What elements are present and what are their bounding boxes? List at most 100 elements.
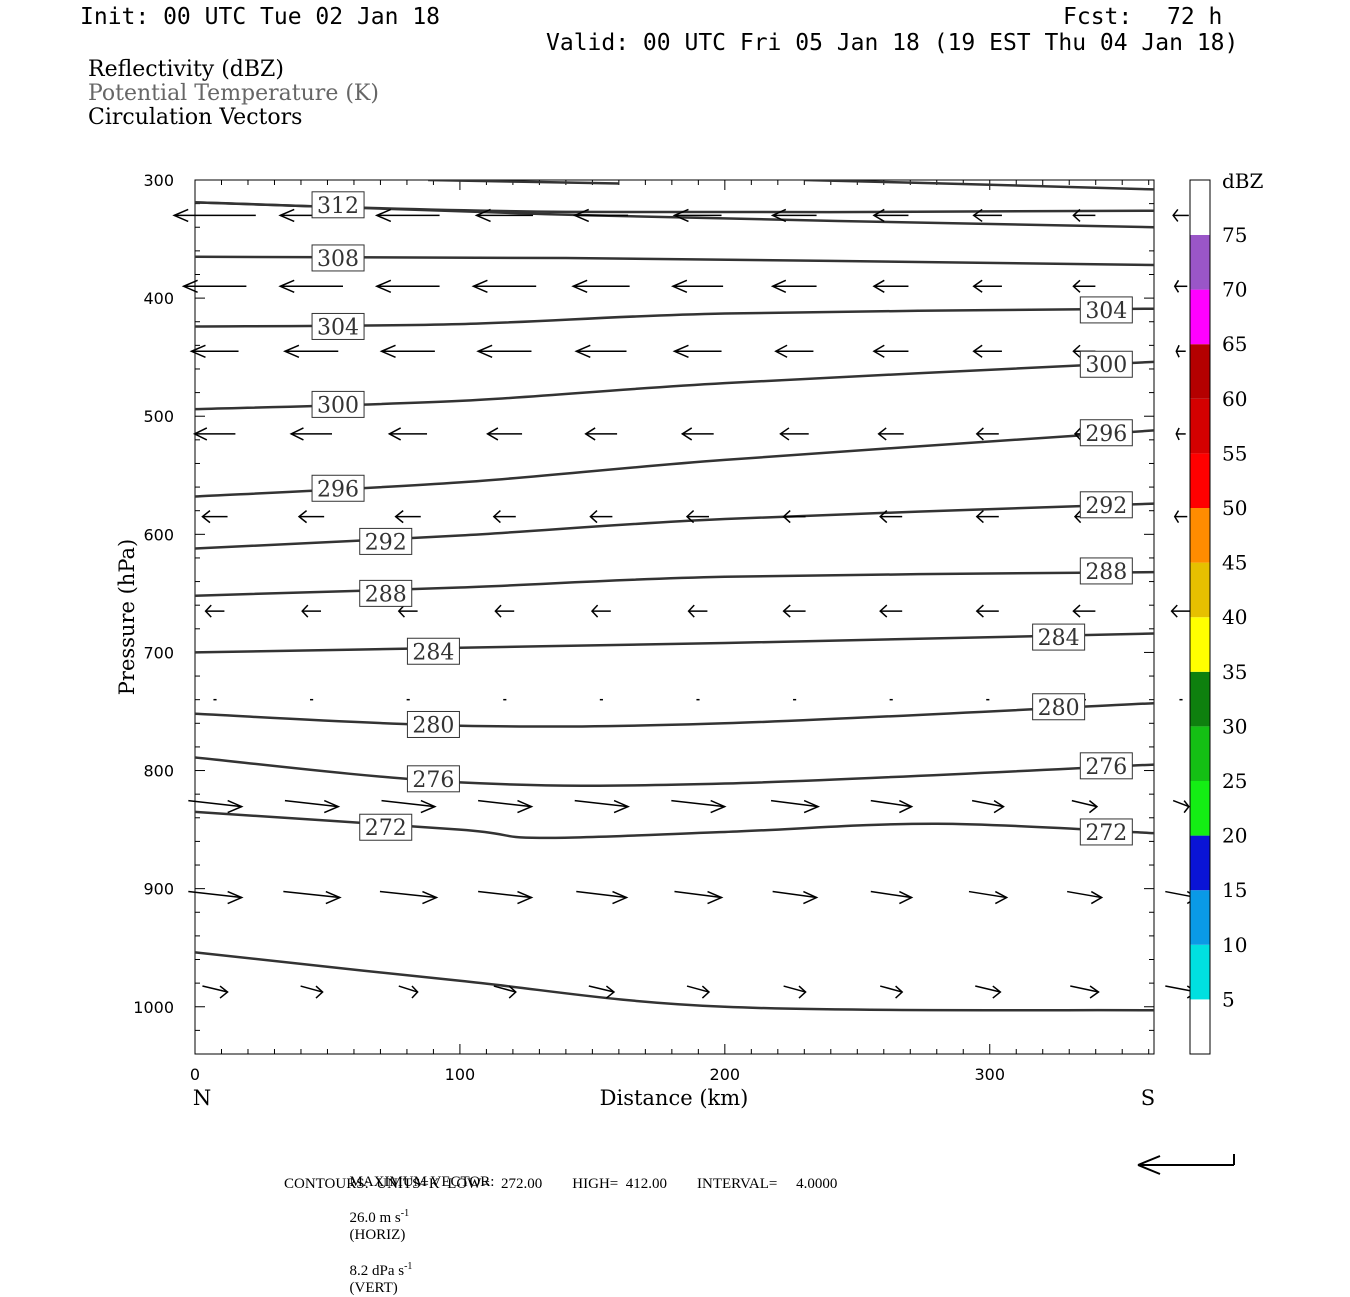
wind-vector-head xyxy=(975,604,984,618)
colorbar-label: 45 xyxy=(1222,551,1247,575)
y-tick-label: 300 xyxy=(143,171,174,190)
wind-vector xyxy=(188,890,242,899)
wind-vector-head xyxy=(899,890,914,905)
wind-vector-head xyxy=(672,208,689,223)
wind-vector xyxy=(300,985,323,993)
wind-vector-head xyxy=(420,799,437,814)
contour-label-box xyxy=(406,765,460,793)
wind-vector-head xyxy=(605,985,616,999)
wind-vector xyxy=(1070,985,1099,993)
y-tick-label: 600 xyxy=(143,525,174,544)
contour-label-box xyxy=(311,390,365,418)
wind-vector-head xyxy=(1170,604,1178,618)
wind-vector-head xyxy=(374,279,392,293)
wind-vector xyxy=(381,799,435,808)
wind-vector xyxy=(588,985,615,993)
colorbar-label: 15 xyxy=(1222,878,1247,902)
wind-vector-head xyxy=(474,208,491,223)
contour-label: 280 xyxy=(1038,696,1080,721)
wind-vector xyxy=(783,985,806,993)
wind-vector-head xyxy=(572,208,590,223)
wind-vector xyxy=(478,890,532,899)
wind-vector-head xyxy=(1173,510,1180,524)
wind-vector-head xyxy=(770,208,787,223)
wind-vector xyxy=(686,985,710,993)
colorbar-bin xyxy=(1190,453,1210,508)
contour-label: 300 xyxy=(317,393,359,418)
colorbar-bin xyxy=(1190,999,1210,1054)
wind-vector-head xyxy=(181,279,198,293)
wind-vector xyxy=(1172,799,1190,808)
contour-label: 304 xyxy=(317,315,359,340)
contour-label-box xyxy=(1079,350,1133,378)
isentrope-line xyxy=(195,756,1154,787)
wind-vector-head xyxy=(993,799,1005,814)
isentrope-line xyxy=(428,180,619,185)
contour-label-box xyxy=(1079,491,1133,519)
y-axis-title: Pressure (hPa) xyxy=(115,539,139,695)
wind-vector xyxy=(880,985,903,993)
wind-vector-head xyxy=(411,985,419,999)
x-tick-label: 0 xyxy=(190,1065,200,1084)
wind-vector-head xyxy=(972,344,983,358)
y-tick-label: 400 xyxy=(143,289,174,308)
wind-vector-head xyxy=(189,344,206,358)
wind-vector xyxy=(493,985,516,993)
wind-vector-head xyxy=(1175,344,1180,358)
contour-label-box xyxy=(311,191,365,219)
wind-vector-head xyxy=(877,427,887,441)
isentrope-line xyxy=(195,255,1154,267)
colorbar-bin xyxy=(1190,235,1210,290)
contour-label-box xyxy=(1079,419,1133,447)
field-circulation-vectors: Circulation Vectors xyxy=(88,105,303,130)
wind-vector-head xyxy=(289,427,304,441)
wind-vector-head xyxy=(803,890,819,905)
wind-vector-head xyxy=(774,344,788,358)
wind-vector-head xyxy=(613,799,630,814)
wind-vector xyxy=(574,799,629,808)
isentrope-line xyxy=(195,810,1154,840)
contour-labels: 3123083043002962922882842802762723043002… xyxy=(311,191,1133,846)
contour-label-box xyxy=(311,312,365,340)
wind-vector-head xyxy=(508,985,517,999)
wind-vector xyxy=(968,890,1007,899)
vert-exponent: -1 xyxy=(404,1261,413,1272)
colorbar-label: 70 xyxy=(1222,278,1247,302)
wind-vector-head xyxy=(975,510,984,524)
colorbar: 5 10 15 20 25 30 35 40 45 50 55 60 65 70 75 dBZ xyxy=(1189,169,1264,1055)
isentropes xyxy=(195,180,1154,1012)
wind-vector xyxy=(283,890,340,899)
contour-label: 308 xyxy=(317,247,359,272)
wind-vector-head xyxy=(422,890,439,905)
wind-vector-head xyxy=(879,604,888,618)
wind-vector-head xyxy=(387,427,402,441)
contour-label: 312 xyxy=(317,194,359,219)
x-tick-label: 200 xyxy=(710,1065,741,1084)
y-tick-label: 1000 xyxy=(133,998,174,1017)
wind-vector-head xyxy=(701,985,711,999)
south-label: S xyxy=(1141,1086,1155,1110)
wind-vector-head xyxy=(471,279,488,293)
wind-vector-head xyxy=(584,427,596,441)
contour-label: 300 xyxy=(1085,353,1127,378)
wind-vector xyxy=(398,985,418,993)
contour-label: 272 xyxy=(365,816,407,841)
max-horiz-value: 26.0 m s xyxy=(349,1210,401,1226)
wind-vector-head xyxy=(687,604,695,618)
field-potential-temperature: Potential Temperature (K) xyxy=(88,81,379,106)
wind-vector-head xyxy=(323,799,341,814)
contour-label: 284 xyxy=(1038,626,1080,651)
wind-vector xyxy=(379,890,437,899)
colorbar-label: 10 xyxy=(1222,933,1247,957)
wind-vector-head xyxy=(517,799,534,814)
wind-vector-head xyxy=(895,985,904,999)
wind-vector-head xyxy=(1072,604,1081,618)
wind-vector-head xyxy=(227,799,244,814)
contour-label-box xyxy=(311,244,365,272)
wind-vector xyxy=(1067,890,1102,899)
wind-vector xyxy=(202,985,228,993)
contour-label-box xyxy=(1079,557,1133,585)
north-label: N xyxy=(193,1086,211,1110)
colorbar-bin xyxy=(1190,617,1210,672)
init-time: Init: 00 UTC Tue 02 Jan 18 xyxy=(80,4,441,30)
